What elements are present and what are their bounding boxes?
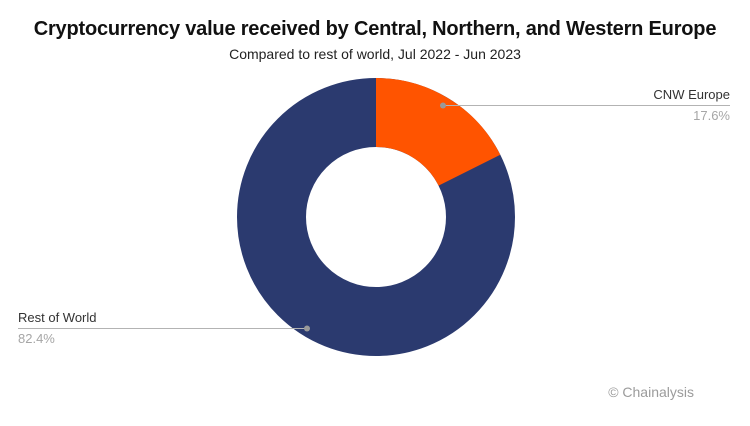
chart-subtitle: Compared to rest of world, Jul 2022 - Ju… xyxy=(229,46,521,62)
chart-title: Cryptocurrency value received by Central… xyxy=(33,18,717,40)
callout-value-rest-of-world: 82.4% xyxy=(18,331,55,346)
leader-dot-rest-of-world xyxy=(304,325,310,332)
callout-name-cnw-europe: CNW Europe xyxy=(653,87,730,102)
donut-segment-cnw-europe xyxy=(237,78,515,356)
leader-dot-cnw-europe xyxy=(440,102,446,109)
attribution-chainalysis: © Chainalysis xyxy=(608,384,694,400)
callout-label-rest-of-world: Rest of World 82.4% xyxy=(18,309,97,347)
callout-label-cnw-europe: CNW Europe 17.6% xyxy=(653,86,730,124)
callout-value-cnw-europe: 17.6% xyxy=(693,108,730,123)
callout-name-rest-of-world: Rest of World xyxy=(18,310,97,325)
